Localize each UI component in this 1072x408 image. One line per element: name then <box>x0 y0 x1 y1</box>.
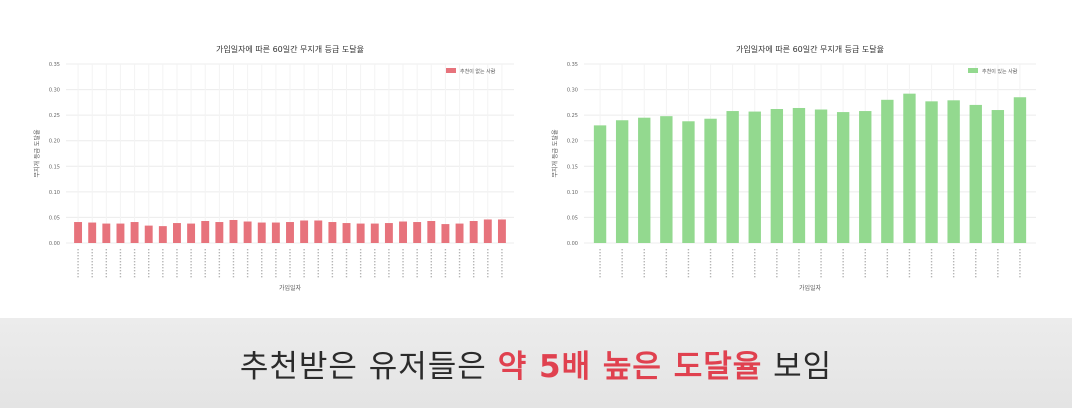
y-tick-label: 0.00 <box>567 241 578 247</box>
y-axis-label: 무지개 등급 도달율 <box>551 129 559 177</box>
y-tick-label: 0.05 <box>567 215 578 221</box>
y-tick-label: 0.20 <box>49 139 60 145</box>
chart-title: 가입일자에 따른 60일간 무지개 등급 도달율 <box>736 44 884 54</box>
bar <box>704 118 717 243</box>
x-axis-label: 가입일자 <box>279 284 302 292</box>
bar <box>257 222 266 243</box>
chart-without-referral: 가입일자에 따른 60일간 무지개 등급 도달율 0.00 0.05 0.10 0.15… <box>30 38 520 300</box>
bar <box>243 221 252 243</box>
y-tick-label: 0.10 <box>567 190 578 196</box>
y-tick-label: 0.35 <box>49 62 60 68</box>
bar <box>881 99 894 243</box>
bar <box>455 223 464 243</box>
bar <box>1013 97 1027 243</box>
legend-label: 추천이 없는 사람 <box>460 68 496 75</box>
y-tick-label: 0.20 <box>567 139 578 145</box>
bar <box>116 223 125 243</box>
bar <box>969 104 982 244</box>
y-tick-label: 0.10 <box>49 190 60 196</box>
y-tick-label: 0.15 <box>49 164 60 170</box>
bar <box>441 224 450 243</box>
y-tick-label: 0.30 <box>567 88 578 94</box>
bar-chart-svg: 가입일자에 따른 60일간 무지개 등급 도달율 0.00 0.05 0.10 0.15… <box>33 44 514 292</box>
legend-label: 추천이 있는 사람 <box>982 68 1018 75</box>
bar <box>427 221 436 243</box>
bar <box>356 223 365 243</box>
bar <box>102 223 111 243</box>
bar <box>144 225 153 243</box>
bar <box>215 222 224 243</box>
x-axis-label: 가입일자 <box>799 284 822 292</box>
y-tick-label: 0.15 <box>567 164 578 170</box>
legend-swatch <box>968 68 978 73</box>
bar <box>399 221 407 243</box>
caption-highlight: 약 5배 높은 도달율 <box>497 348 763 385</box>
bar <box>991 110 1005 244</box>
bar <box>158 226 167 243</box>
caption-text-1: 추천받은 유저들은 <box>239 348 498 385</box>
y-tick-label: 0.25 <box>567 113 578 119</box>
bar <box>903 93 916 243</box>
y-axis-label: 무지개 등급 도달율 <box>33 129 41 177</box>
bar <box>384 223 393 243</box>
bar <box>173 223 181 243</box>
bar <box>792 107 806 244</box>
y-tick-label: 0.05 <box>49 215 60 221</box>
legend-swatch <box>446 68 456 73</box>
slide-area: 가입일자에 따른 60일간 무지개 등급 도달율 0.00 0.05 0.10 0.15… <box>30 38 1042 300</box>
bar <box>74 222 83 243</box>
bar <box>342 223 351 243</box>
bar <box>314 220 323 243</box>
chart-with-referral: 가입일자에 따른 60일간 무지개 등급 도달율 0.00 0.05 0.10 0.15… <box>548 38 1042 300</box>
bar <box>229 219 238 243</box>
y-tick-label: 0.25 <box>49 113 60 119</box>
bar <box>925 101 938 243</box>
bar <box>770 109 784 244</box>
bar <box>328 222 337 243</box>
bar <box>187 223 196 243</box>
bar-chart-svg: 가입일자에 따른 60일간 무지개 등급 도달율 0.00 0.05 0.10 0.15… <box>551 44 1036 292</box>
bar <box>88 222 97 243</box>
bar <box>286 222 294 243</box>
bar <box>660 116 673 243</box>
y-tick-label: 0.30 <box>49 88 60 94</box>
bar <box>615 120 629 243</box>
video-caption: 추천받은 유저들은 약 5배 높은 도달율 보임 <box>0 318 1072 408</box>
bar <box>497 219 506 243</box>
caption-text-2: 보임 <box>762 348 833 385</box>
bar <box>130 222 139 243</box>
bar <box>638 117 651 243</box>
bar <box>201 221 210 243</box>
bar <box>814 109 828 243</box>
chart-title: 가입일자에 따른 60일간 무지개 등급 도달율 <box>216 44 364 54</box>
bar <box>593 125 607 243</box>
bar <box>469 221 478 243</box>
bar <box>413 222 422 243</box>
bar <box>859 111 872 244</box>
bar <box>300 220 309 243</box>
bar <box>483 219 492 243</box>
y-tick-label: 0.00 <box>49 241 60 247</box>
bar <box>370 223 379 243</box>
bar <box>726 111 739 244</box>
y-tick-label: 0.35 <box>567 62 578 68</box>
bar <box>682 121 695 243</box>
bar <box>947 100 960 243</box>
bar <box>748 111 761 243</box>
bar <box>836 112 850 244</box>
bar <box>271 222 280 243</box>
